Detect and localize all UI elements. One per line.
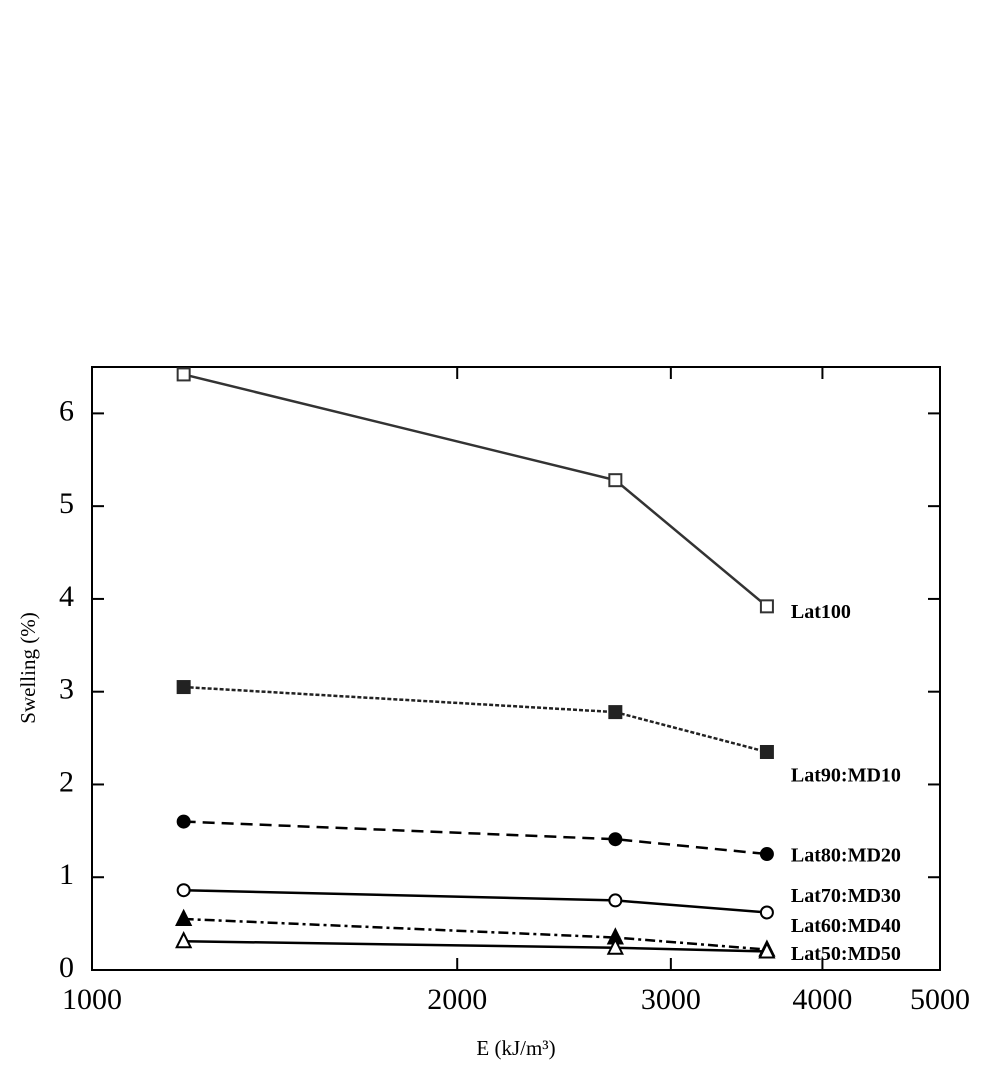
marker [759, 847, 774, 862]
marker [759, 905, 774, 920]
marker [608, 705, 623, 720]
series-line [183, 917, 768, 951]
series-label: Lat50:MD50 [791, 943, 901, 965]
plot-frame [91, 366, 941, 971]
marker [758, 941, 776, 959]
x-tick-label: 2000 [427, 983, 487, 1016]
series-label: Lat80:MD20 [791, 845, 901, 867]
y-axis-label: Swelling (%) [16, 612, 40, 723]
marker [175, 908, 193, 926]
y-tick-label: 5 [59, 487, 74, 520]
x-tick-label: 4000 [792, 983, 852, 1016]
marker [759, 599, 774, 614]
marker [759, 744, 774, 759]
series-label: Lat70:MD30 [791, 885, 901, 907]
marker [175, 931, 193, 949]
x-axis-label: E (kJ/m³) [476, 1036, 555, 1060]
y-tick-label: 2 [59, 765, 74, 798]
series-line [183, 685, 768, 754]
y-tick-label: 0 [59, 951, 74, 984]
series-line [183, 939, 767, 953]
y-tick-label: 6 [59, 394, 74, 427]
marker [176, 680, 191, 695]
series-line [183, 820, 768, 856]
y-tick-label: 1 [59, 858, 74, 891]
marker [176, 367, 191, 382]
marker [176, 814, 191, 829]
y-tick-label: 4 [59, 580, 74, 613]
x-tick-label: 3000 [641, 983, 701, 1016]
series-label: Lat100 [791, 601, 851, 623]
marker [608, 473, 623, 488]
marker [608, 893, 623, 908]
y-tick-label: 3 [59, 673, 74, 706]
series-line [183, 373, 768, 608]
marker [176, 883, 191, 898]
x-tick-label: 5000 [910, 983, 970, 1016]
marker [606, 937, 624, 955]
series-label: Lat90:MD10 [791, 765, 901, 787]
series-line [183, 888, 768, 914]
series-label: Lat60:MD40 [791, 915, 901, 937]
x-tick-label: 1000 [62, 983, 122, 1016]
marker [608, 832, 623, 847]
